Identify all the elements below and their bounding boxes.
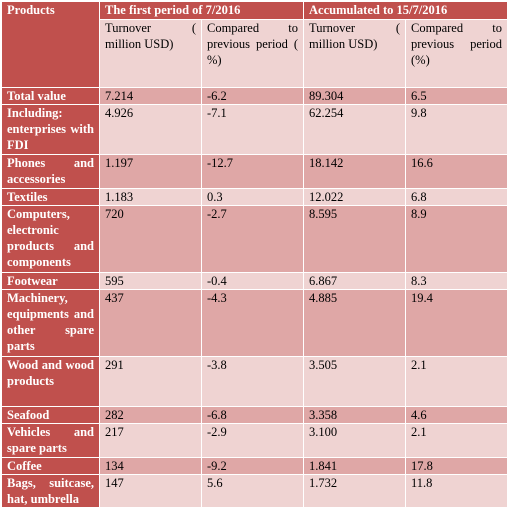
table-row: Machinery, equipments and other spare pa… bbox=[1, 289, 508, 357]
table-row: Total value 7.214 -6.2 89.304 6.5 bbox=[1, 87, 508, 105]
sub-header-compared-accumulated: Compared to previous period (%) bbox=[405, 19, 508, 88]
cell-turnover-period: 147 bbox=[99, 474, 202, 508]
table-body: Total value 7.214 -6.2 89.304 6.5 Including: … bbox=[1, 87, 508, 508]
cell-turnover-period: 720 bbox=[99, 205, 202, 273]
cell-turnover-accum: 18.142 bbox=[303, 154, 407, 189]
product-name: Footwear bbox=[1, 272, 100, 290]
cell-change-period: -9.2 bbox=[200, 457, 305, 475]
cell-change-accum: 11.8 bbox=[405, 474, 508, 508]
product-name: Textiles bbox=[1, 188, 100, 206]
cell-change-accum: 2.1 bbox=[405, 423, 508, 458]
product-name: Seafood bbox=[1, 406, 100, 424]
cell-change-accum: 8.3 bbox=[405, 272, 508, 290]
cell-turnover-accum: 3.100 bbox=[303, 423, 407, 458]
cell-change-accum: 9.8 bbox=[405, 104, 508, 155]
table-row: Footwear 595 -0.4 6.867 8.3 bbox=[1, 272, 508, 290]
cell-turnover-accum: 3.505 bbox=[303, 356, 407, 407]
cell-change-accum: 17.8 bbox=[405, 457, 508, 475]
cell-change-period: -4.3 bbox=[200, 289, 305, 357]
cell-change-accum: 16.6 bbox=[405, 154, 508, 189]
cell-turnover-accum: 62.254 bbox=[303, 104, 407, 155]
cell-turnover-accum: 8.595 bbox=[303, 205, 407, 273]
cell-change-period: -7.1 bbox=[200, 104, 305, 155]
group-header-accumulated: Accumulated to 15/7/2016 bbox=[303, 1, 508, 20]
cell-turnover-accum: 12.022 bbox=[303, 188, 407, 206]
cell-change-accum: 2.1 bbox=[405, 356, 508, 407]
cell-turnover-accum: 1.732 bbox=[303, 474, 407, 508]
sub-header-turnover-period: Turnover ( million USD) bbox=[99, 19, 202, 88]
sub-header-compared-period: Compared to previous period ( %) bbox=[200, 19, 305, 88]
cell-turnover-period: 1.197 bbox=[99, 154, 202, 189]
product-name: Machinery, equipments and other spare pa… bbox=[1, 289, 100, 357]
cell-change-period: -2.7 bbox=[200, 205, 305, 273]
cell-change-period: -2.9 bbox=[200, 423, 305, 458]
cell-change-period: -12.7 bbox=[200, 154, 305, 189]
product-name: Coffee bbox=[1, 457, 100, 475]
cell-change-period: -0.4 bbox=[200, 272, 305, 290]
product-name: Phones and accessories bbox=[1, 154, 100, 189]
group-header-row: Products The first period of 7/2016 Accu… bbox=[1, 1, 508, 88]
table-row: Seafood 282 -6.8 3.358 4.6 bbox=[1, 406, 508, 424]
cell-turnover-accum: 1.841 bbox=[303, 457, 407, 475]
table-row: Including: enterprises with FDI 4.926 -7.1… bbox=[1, 104, 508, 155]
product-name: Computers, electronic products and compo… bbox=[1, 205, 100, 273]
cell-change-accum: 4.6 bbox=[405, 406, 508, 424]
cell-turnover-period: 291 bbox=[99, 356, 202, 407]
cell-turnover-period: 134 bbox=[99, 457, 202, 475]
table-row: Textiles 1.183 0.3 12.022 6.8 bbox=[1, 188, 508, 206]
cell-change-accum: 6.5 bbox=[405, 87, 508, 105]
sub-header-row: Turnover ( million USD) Compared to prev… bbox=[2, 19, 508, 88]
group-header-period: The first period of 7/2016 bbox=[98, 1, 305, 20]
cell-change-accum: 19.4 bbox=[405, 289, 508, 357]
sub-header-turnover-accumulated: Turnover ( million USD) bbox=[303, 19, 407, 88]
cell-change-accum: 6.8 bbox=[405, 188, 508, 206]
cell-change-period: -3.8 bbox=[200, 356, 305, 407]
product-name: Wood and wood products bbox=[1, 356, 100, 407]
cell-turnover-period: 595 bbox=[99, 272, 202, 290]
cell-change-period: 0.3 bbox=[200, 188, 305, 206]
table-row: Phones and accessories 1.197 -12.7 18.142 16… bbox=[1, 154, 508, 189]
cell-turnover-period: 437 bbox=[99, 289, 202, 357]
cell-change-accum: 8.9 bbox=[405, 205, 508, 273]
corner-header: Products bbox=[1, 1, 100, 88]
cell-turnover-accum: 89.304 bbox=[303, 87, 407, 105]
cell-turnover-accum: 6.867 bbox=[303, 272, 407, 290]
table-row: Wood and wood products 291 -3.8 3.505 2.1 bbox=[1, 356, 508, 407]
cell-change-period: -6.8 bbox=[200, 406, 305, 424]
table-row: Computers, electronic products and compo… bbox=[1, 205, 508, 273]
cell-turnover-period: 1.183 bbox=[99, 188, 202, 206]
product-name: Bags, suitcase, hat, umbrella bbox=[1, 474, 100, 508]
product-name: Including: enterprises with FDI bbox=[1, 104, 100, 155]
product-name: Vehicles and spare parts bbox=[1, 423, 100, 458]
cell-change-period: -6.2 bbox=[200, 87, 305, 105]
cell-turnover-period: 7.214 bbox=[99, 87, 202, 105]
cell-turnover-accum: 4.885 bbox=[303, 289, 407, 357]
cell-turnover-period: 4.926 bbox=[99, 104, 202, 155]
product-name: Total value bbox=[1, 87, 100, 105]
cell-change-period: 5.6 bbox=[200, 474, 305, 508]
cell-turnover-period: 217 bbox=[99, 423, 202, 458]
table-row: Vehicles and spare parts 217 -2.9 3.100 2.1 bbox=[1, 423, 508, 458]
cell-turnover-period: 282 bbox=[99, 406, 202, 424]
cell-turnover-accum: 3.358 bbox=[303, 406, 407, 424]
table-row: Bags, suitcase, hat, umbrella 147 5.6 1.732… bbox=[1, 474, 508, 508]
table-row: Coffee 134 -9.2 1.841 17.8 bbox=[1, 457, 508, 475]
